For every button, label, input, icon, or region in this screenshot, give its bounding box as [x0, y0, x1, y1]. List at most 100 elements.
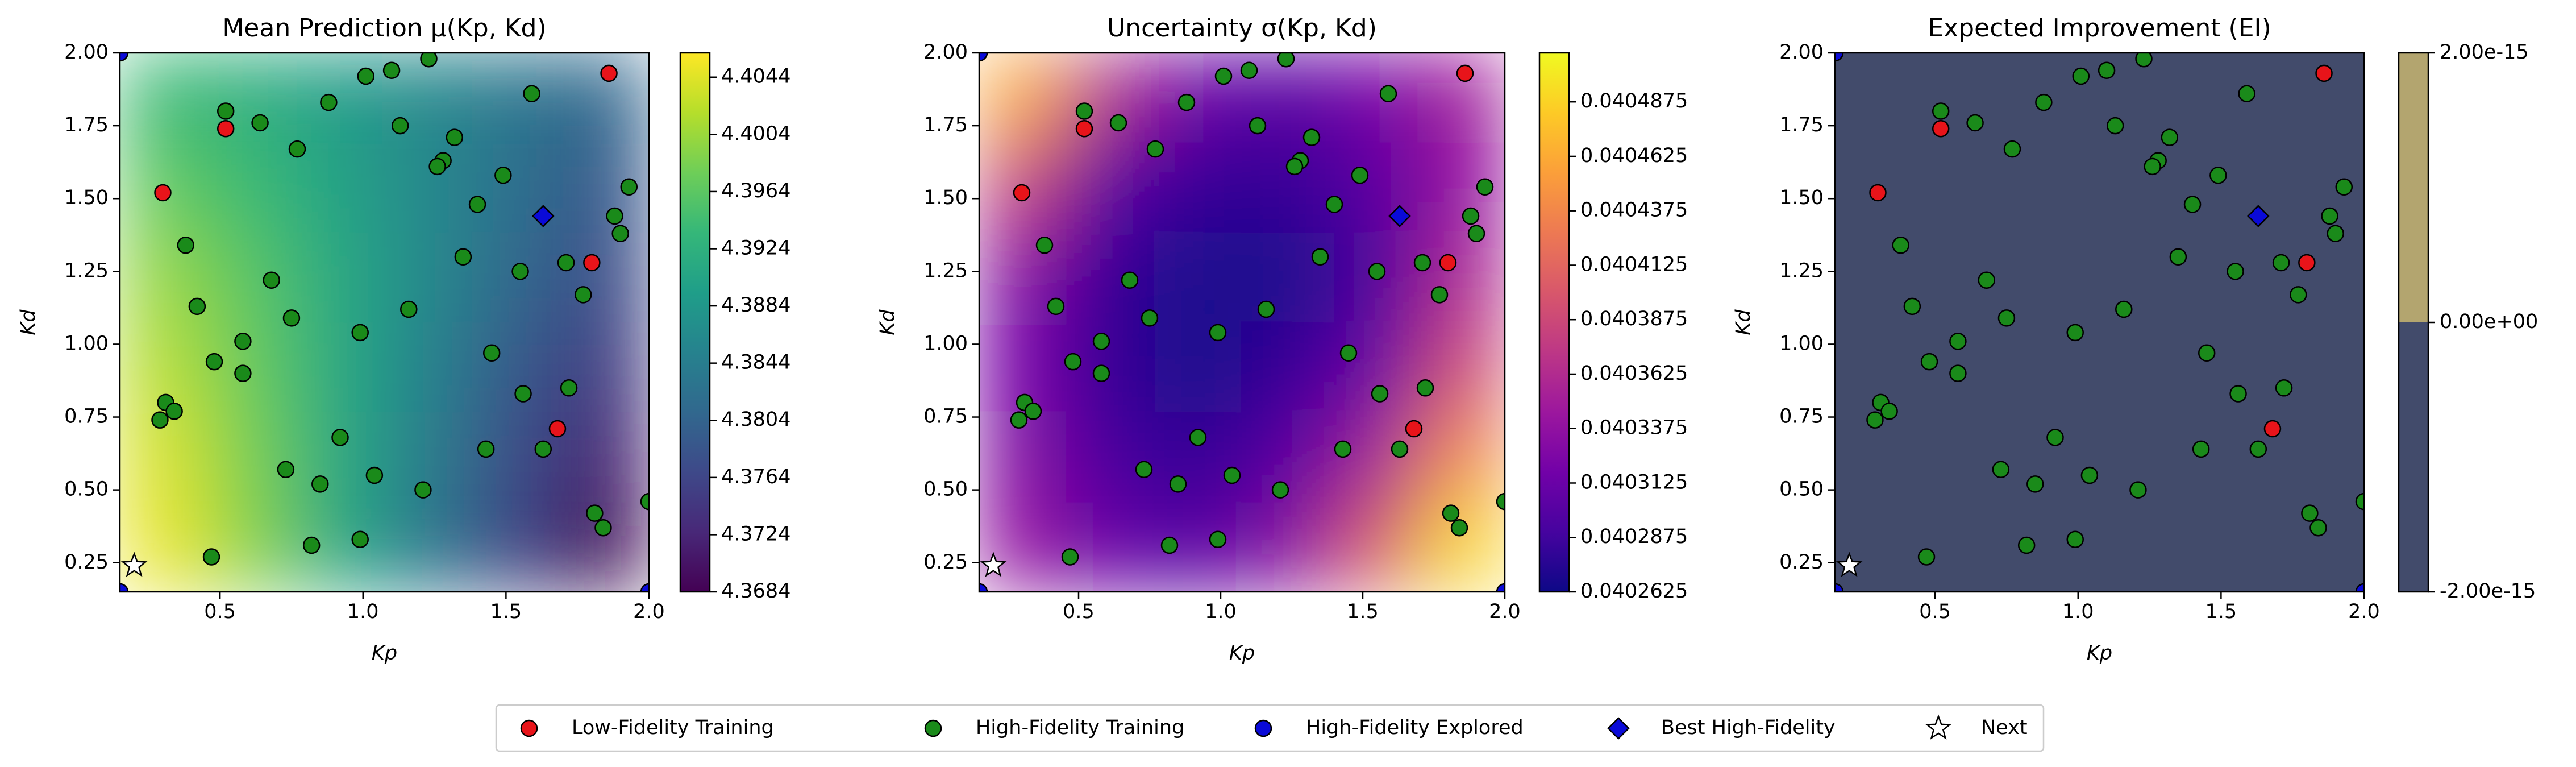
marker-circle — [583, 254, 601, 272]
legend-label: High-Fidelity Explored — [1306, 716, 1524, 739]
marker-circle — [234, 364, 252, 382]
x-tick-label: 1.0 — [347, 600, 379, 623]
marker-circle — [1271, 481, 1289, 499]
heat-cell — [1242, 142, 1330, 233]
legend-label: High-Fidelity Training — [976, 716, 1184, 739]
marker-circle — [1254, 719, 1272, 737]
marker-circle — [514, 385, 532, 403]
heat-cell — [1329, 53, 1418, 143]
heat-cell — [1154, 53, 1242, 143]
y-tick-label: 0.50 — [923, 478, 968, 501]
y-tick-label: 1.25 — [923, 259, 968, 282]
y-tick-label: 1.50 — [1779, 186, 1824, 209]
colorbar-tick-label: 4.3804 — [721, 408, 790, 431]
marker-circle — [979, 53, 988, 62]
y-tick-label: 0.50 — [1779, 478, 1824, 501]
marker-circle — [1160, 536, 1179, 554]
x-axis-label: Kp — [2087, 642, 2112, 665]
marker-circle — [1285, 157, 1304, 176]
y-tick-label: 0.25 — [1779, 551, 1824, 574]
marker-circle — [1092, 364, 1110, 382]
y-tick-label: 1.00 — [923, 332, 968, 355]
marker-circle — [1146, 140, 1164, 158]
y-tick-label: 1.00 — [1779, 332, 1824, 355]
marker-circle — [534, 440, 552, 458]
marker-circle — [165, 403, 183, 420]
marker-circle — [1932, 102, 1950, 120]
marker-circle — [1496, 492, 1505, 511]
marker-circle — [1496, 583, 1505, 592]
marker-circle — [2026, 475, 2044, 493]
marker-circle — [2135, 53, 2153, 68]
marker-circle — [1450, 519, 1468, 537]
marker-circle — [1869, 184, 1887, 202]
heat-cell — [1154, 412, 1242, 503]
marker-circle — [2263, 420, 2282, 438]
marker-circle — [1013, 184, 1031, 202]
x-tick-label: 2.0 — [633, 600, 665, 623]
marker-circle — [1311, 248, 1329, 266]
marker-circle — [1835, 583, 1844, 592]
marker-circle — [2238, 85, 2255, 102]
marker-circle — [1249, 117, 1267, 135]
x-axis-label: Kp — [1229, 642, 1255, 665]
marker-circle — [2315, 64, 2333, 82]
marker-circle — [205, 353, 223, 371]
marker-circle — [1277, 53, 1295, 68]
x-tick-label: 1.5 — [490, 600, 522, 623]
x-tick-label: 1.5 — [1347, 600, 1379, 623]
marker-circle — [594, 519, 612, 537]
marker-circle — [202, 548, 220, 566]
marker-circle — [606, 207, 623, 225]
y-tick-label: 1.25 — [64, 259, 109, 282]
heat-cell — [1066, 412, 1155, 503]
marker-circle — [263, 271, 280, 289]
marker-circle — [1109, 114, 1127, 132]
marker-circle — [2183, 196, 2202, 213]
marker-star — [1925, 714, 1952, 740]
x-tick-label: 1.5 — [2205, 600, 2237, 623]
marker-circle — [1932, 119, 1950, 138]
marker-circle — [1467, 225, 1485, 242]
marker-circle — [548, 420, 567, 438]
marker-circle — [1075, 119, 1093, 138]
marker-diamond — [532, 205, 555, 227]
legend-item: Next — [1925, 714, 2028, 740]
y-axis-label: Kd — [876, 309, 899, 335]
x-tick-label: 0.5 — [204, 600, 236, 623]
marker-circle — [2169, 248, 2187, 266]
plot-frame — [978, 52, 1506, 593]
marker-circle — [2017, 536, 2036, 554]
marker-circle — [2129, 481, 2147, 499]
marker-circle — [1992, 461, 2010, 479]
marker-circle — [611, 225, 629, 242]
marker-circle — [1047, 297, 1065, 316]
colorbar-band — [2399, 322, 2428, 592]
chart-title: Mean Prediction μ(Kp, Kd) — [222, 14, 546, 43]
marker-circle — [1169, 475, 1187, 493]
colorbar-tick-label: 0.00e+00 — [2440, 310, 2538, 333]
marker-circle — [2198, 344, 2216, 362]
marker-circle — [1949, 364, 1967, 382]
marker-circle — [1351, 166, 1369, 184]
colorbar-tick-label: 0.0402875 — [1580, 525, 1688, 548]
marker-circle — [1223, 466, 1241, 484]
heat-cell — [560, 322, 649, 413]
marker-circle — [2035, 93, 2053, 111]
marker-circle — [400, 300, 418, 318]
marker-circle — [1135, 461, 1153, 479]
marker-circle — [1416, 379, 1434, 397]
marker-circle — [188, 297, 206, 316]
marker-circle — [2301, 504, 2319, 522]
marker-circle — [2321, 207, 2338, 225]
marker-circle — [557, 254, 575, 272]
marker-circle — [1214, 67, 1233, 85]
marker-circle — [1092, 333, 1110, 350]
heat-cell — [384, 232, 473, 323]
marker-circle — [468, 196, 486, 213]
heat-cell — [1066, 322, 1155, 413]
heat-cell — [1154, 322, 1242, 413]
marker-star — [1836, 552, 1863, 577]
heat-cell — [560, 501, 649, 592]
plot-frame — [1834, 52, 2365, 593]
